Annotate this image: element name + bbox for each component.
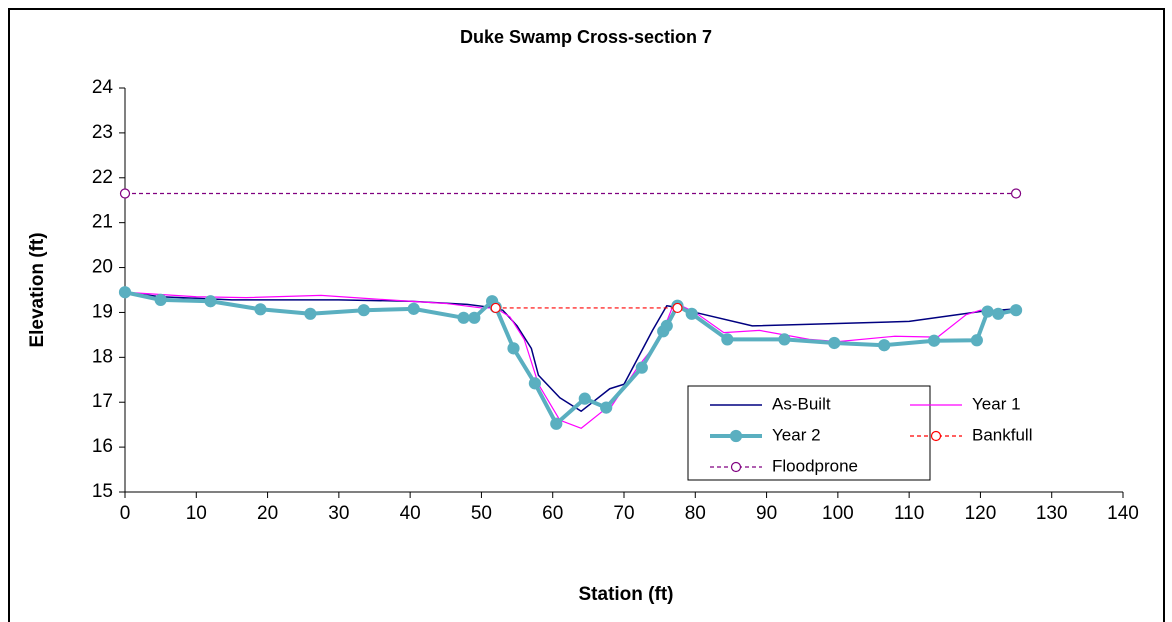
marker bbox=[635, 361, 648, 374]
marker bbox=[528, 377, 541, 390]
legend-label: As-Built bbox=[772, 394, 831, 413]
x-tick-label: 110 bbox=[894, 503, 924, 524]
y-axis-label: Elevation (ft) bbox=[27, 232, 48, 347]
x-tick-label: 50 bbox=[471, 503, 492, 524]
legend-label: Year 1 bbox=[972, 394, 1021, 413]
marker bbox=[660, 319, 673, 333]
x-tick-label: 80 bbox=[685, 503, 706, 524]
legend-box bbox=[687, 385, 931, 481]
marker bbox=[600, 401, 613, 414]
legend-label: Bankfull bbox=[972, 425, 1032, 444]
marker bbox=[578, 392, 591, 405]
marker bbox=[878, 339, 891, 352]
x-tick-label: 60 bbox=[542, 503, 563, 524]
x-tick-label: 130 bbox=[1036, 503, 1068, 524]
x-tick-label: 120 bbox=[965, 503, 997, 524]
marker bbox=[550, 417, 563, 430]
y-tick-label: 15 bbox=[92, 481, 113, 502]
marker bbox=[118, 286, 132, 299]
marker bbox=[468, 311, 481, 324]
series-line bbox=[124, 291, 1017, 412]
series-line bbox=[124, 290, 1017, 426]
marker bbox=[490, 302, 501, 314]
marker bbox=[778, 333, 791, 346]
marker bbox=[507, 342, 520, 355]
marker bbox=[721, 333, 734, 346]
chart-border bbox=[8, 8, 1165, 622]
legend-marker bbox=[730, 461, 742, 473]
marker bbox=[685, 307, 698, 320]
marker bbox=[357, 304, 370, 317]
marker bbox=[154, 293, 167, 306]
x-tick-label: 30 bbox=[328, 503, 349, 524]
x-axis-label: Station (ft) bbox=[579, 584, 674, 605]
marker bbox=[1009, 304, 1023, 317]
x-tick-label: 140 bbox=[1107, 503, 1139, 524]
legend-marker bbox=[930, 430, 942, 442]
marker bbox=[970, 334, 983, 347]
marker bbox=[119, 188, 131, 199]
x-tick-label: 70 bbox=[613, 503, 634, 524]
x-tick-label: 20 bbox=[257, 503, 278, 524]
x-tick-label: 0 bbox=[120, 503, 131, 524]
x-tick-label: 10 bbox=[186, 503, 207, 524]
marker bbox=[457, 311, 470, 324]
legend-label: Year 2 bbox=[772, 425, 821, 444]
marker bbox=[927, 334, 941, 347]
x-tick-label: 40 bbox=[400, 503, 421, 524]
legend-label: Floodprone bbox=[772, 456, 858, 475]
x-tick-label: 90 bbox=[756, 503, 777, 524]
y-tick-label: 20 bbox=[92, 257, 113, 278]
y-tick-label: 19 bbox=[92, 301, 113, 322]
marker bbox=[1010, 188, 1022, 199]
y-tick-label: 21 bbox=[92, 212, 113, 233]
marker bbox=[407, 302, 420, 315]
x-tick-label: 100 bbox=[822, 503, 854, 524]
marker bbox=[992, 307, 1005, 320]
y-tick-label: 16 bbox=[92, 436, 113, 457]
marker bbox=[304, 307, 317, 320]
y-tick-label: 17 bbox=[92, 391, 113, 412]
y-tick-label: 18 bbox=[92, 346, 113, 367]
marker bbox=[672, 302, 683, 314]
y-tick-label: 23 bbox=[92, 122, 113, 143]
marker bbox=[981, 305, 994, 318]
chart-title: Duke Swamp Cross-section 7 bbox=[460, 27, 712, 47]
y-tick-label: 24 bbox=[92, 77, 114, 98]
marker bbox=[828, 336, 841, 350]
y-tick-label: 22 bbox=[92, 167, 113, 188]
legend-marker bbox=[729, 429, 743, 443]
marker bbox=[204, 295, 217, 308]
marker bbox=[254, 303, 267, 316]
